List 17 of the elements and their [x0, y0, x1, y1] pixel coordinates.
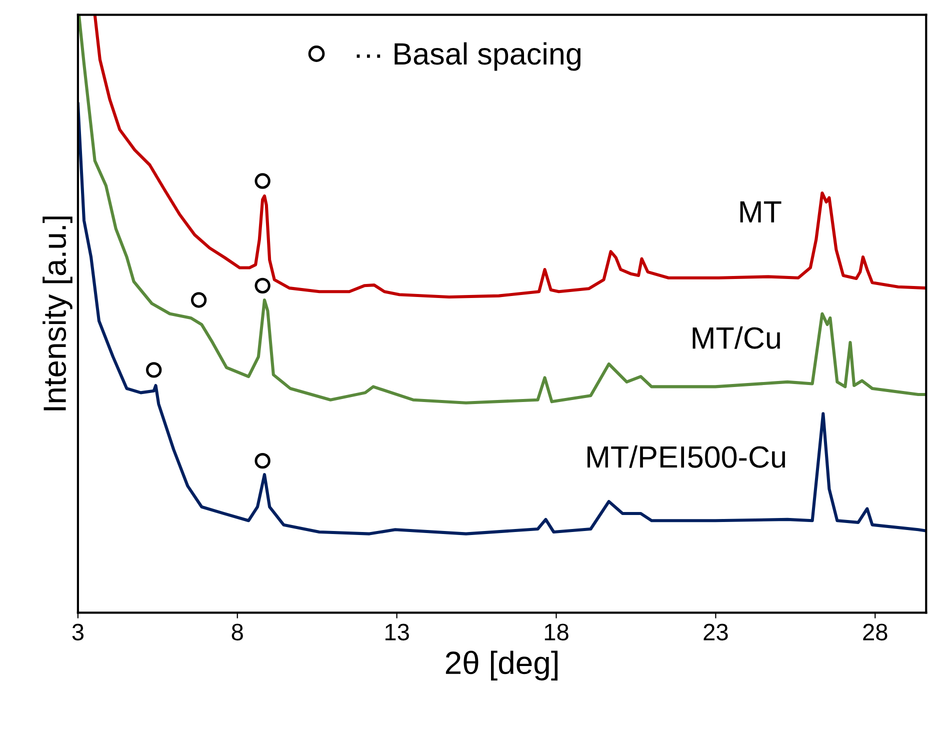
y-axis-title: Intensity [a.u.] [42, 216, 72, 410]
point [254, 173, 270, 189]
x-tick-label: 28 [863, 624, 888, 640]
point [254, 453, 270, 469]
x-tick-label: 23 [704, 624, 728, 640]
x-tick-label: 18 [544, 624, 568, 640]
legend-label: ··· Basal spacing [356, 42, 580, 71]
x-tick-label: 8 [232, 624, 243, 640]
x-tick-label: 3 [72, 624, 84, 640]
point [190, 292, 207, 308]
series-label: MT/PEI500-Cu [587, 445, 786, 468]
point [254, 278, 270, 294]
series-label: MT/Cu [692, 326, 780, 349]
series-label: MT [740, 201, 782, 222]
x-axis-title: 2θ [deg] [446, 650, 558, 680]
point [146, 362, 162, 378]
x-tick-label: 13 [385, 624, 409, 640]
